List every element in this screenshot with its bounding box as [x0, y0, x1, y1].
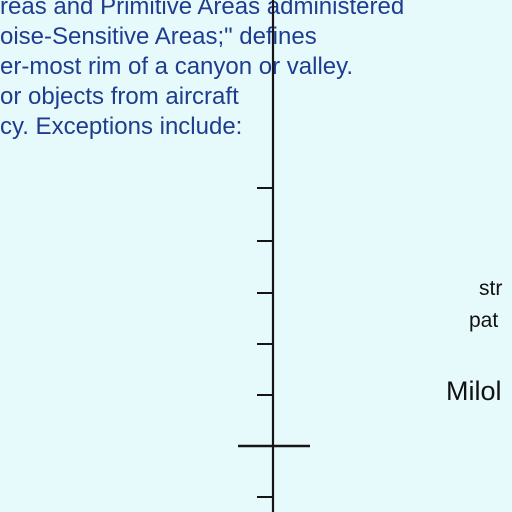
- note-line: reas and Primitive Areas administered: [0, 0, 405, 20]
- note-line: oise-Sensitive Areas;" defines: [0, 23, 317, 50]
- note-line: or objects from aircraft: [0, 83, 239, 110]
- place-name-label: Milol: [446, 376, 502, 406]
- note-line: er-most rim of a canyon or valley.: [0, 53, 354, 80]
- note-line: cy. Exceptions include:: [0, 113, 243, 140]
- label-fragment-1: str: [479, 277, 503, 300]
- label-fragment-2: pat: [469, 309, 499, 332]
- map-note-text: reas and Primitive Areas administered oi…: [0, 0, 404, 142]
